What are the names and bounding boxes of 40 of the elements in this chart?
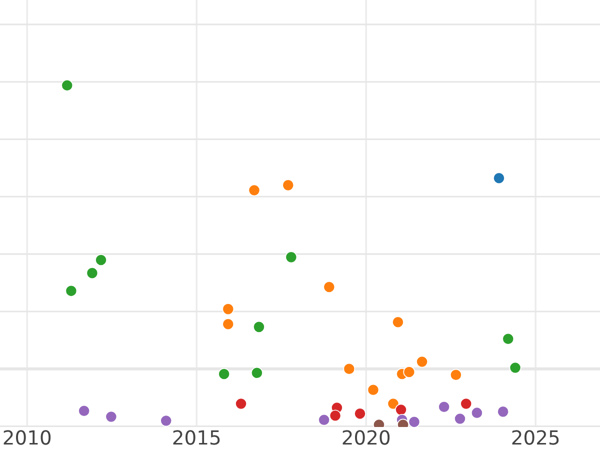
point: [367, 384, 380, 396]
point: [222, 303, 234, 316]
point: [403, 366, 416, 378]
point: [61, 79, 74, 92]
point: [235, 398, 247, 410]
x-tick-label: 2015: [173, 430, 220, 445]
point: [416, 356, 428, 368]
x-tick-label: 2010: [4, 430, 51, 445]
point: [509, 362, 522, 374]
point: [218, 368, 230, 380]
point: [460, 398, 472, 410]
point: [78, 404, 90, 417]
point: [105, 410, 118, 423]
point: [450, 368, 462, 381]
point: [354, 408, 366, 420]
point: [86, 267, 98, 280]
point: [502, 332, 514, 345]
point: [395, 404, 407, 416]
point: [248, 184, 260, 196]
point: [493, 172, 505, 184]
x-tick-label: 2020: [342, 430, 390, 445]
point: [438, 400, 450, 413]
point: [497, 406, 510, 418]
point: [65, 284, 78, 297]
point: [250, 366, 263, 379]
point: [454, 412, 466, 425]
point: [95, 254, 107, 266]
point: [160, 414, 172, 427]
point: [329, 410, 342, 422]
point: [253, 320, 265, 333]
point: [323, 280, 336, 293]
point: [282, 179, 294, 192]
point: [318, 414, 330, 426]
x-tick-label: 2025: [512, 430, 559, 445]
point: [470, 406, 483, 419]
point: [285, 251, 298, 264]
point: [343, 362, 356, 375]
point: [408, 416, 420, 427]
point: [392, 316, 404, 328]
point: [222, 318, 234, 330]
